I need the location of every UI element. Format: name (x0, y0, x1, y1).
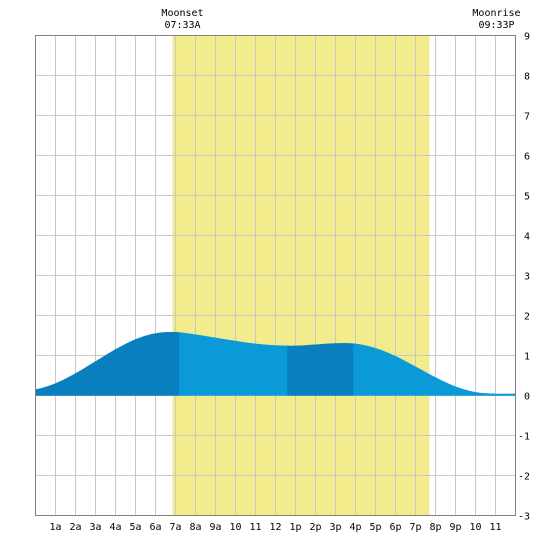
tide-area (35, 331, 516, 396)
tide-segment-1 (35, 331, 180, 396)
x-tick-label: 5a (129, 522, 141, 533)
y-tick-label: 4 (524, 232, 530, 243)
y-tick-label: 1 (524, 352, 530, 363)
x-tick-label: 3a (89, 522, 101, 533)
x-tick-label: 5p (369, 522, 381, 533)
x-tick-label: 7a (169, 522, 181, 533)
moonrise-label: Moonrise (472, 8, 520, 19)
x-tick-label: 2a (69, 522, 81, 533)
grid (35, 35, 516, 516)
moonset-annotation: Moonset 07:33A (161, 8, 203, 31)
x-tick-label: 10 (229, 522, 241, 533)
x-tick-label: 3p (329, 522, 341, 533)
moonrise-time: 09:33P (478, 20, 514, 31)
tide-segment-3 (287, 343, 354, 396)
y-tick-label: 9 (524, 32, 530, 43)
y-tick-label: -1 (518, 432, 530, 443)
moonset-label: Moonset (161, 8, 203, 19)
x-tick-label: 6a (149, 522, 161, 533)
tide-segment-4 (353, 343, 516, 396)
y-tick-label: -3 (518, 512, 530, 523)
x-tick-label: 8p (429, 522, 441, 533)
x-tick-label: 8a (189, 522, 201, 533)
x-tick-label: 9a (209, 522, 221, 533)
plot-frame (35, 35, 516, 516)
moonset-time: 07:33A (164, 20, 200, 31)
x-tick-label: 10 (469, 522, 481, 533)
x-tick-label: 7p (409, 522, 421, 533)
x-tick-label: 12 (269, 522, 281, 533)
y-tick-label: 5 (524, 192, 530, 203)
x-tick-label: 4a (109, 522, 121, 533)
x-axis-ticks: 1a 2a 3a 4a 5a 6a 7a 8a 9a 10 11 12 1p 2p 3p 4p 5p 6p 7p 8p… (49, 522, 501, 533)
x-tick-label: 2p (309, 522, 321, 533)
moonrise-annotation: Moonrise 09:33P (472, 8, 520, 31)
tide-segment-2 (179, 332, 288, 396)
x-tick-label: 1p (289, 522, 301, 533)
y-tick-label: 0 (524, 392, 530, 403)
y-tick-label: -2 (518, 472, 530, 483)
x-tick-label: 6p (389, 522, 401, 533)
x-tick-label: 11 (249, 522, 261, 533)
x-tick-label: 4p (349, 522, 361, 533)
y-tick-label: 3 (524, 272, 530, 283)
x-tick-label: 1a (49, 522, 61, 533)
y-tick-label: 7 (524, 112, 530, 123)
y-tick-label: 2 (524, 312, 530, 323)
plot-border (35, 35, 516, 516)
y-axis-ticks: 9 8 7 6 5 4 3 2 1 0 -1 -2 -3 (518, 32, 530, 523)
y-tick-label: 6 (524, 152, 530, 163)
y-tick-label: 8 (524, 72, 530, 83)
x-tick-label: 9p (449, 522, 461, 533)
x-tick-label: 11 (489, 522, 501, 533)
